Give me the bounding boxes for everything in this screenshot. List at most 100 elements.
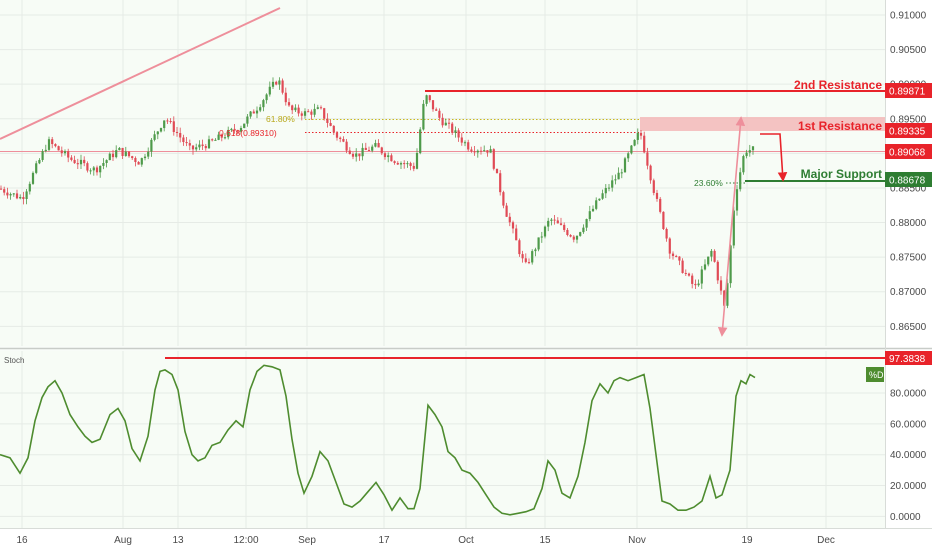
- candle-body: [428, 95, 431, 101]
- candle-body: [44, 149, 47, 152]
- candle-body: [611, 180, 614, 188]
- candle-body: [259, 107, 262, 111]
- candle-body: [499, 173, 502, 193]
- candle-body: [547, 220, 550, 227]
- candle-body: [585, 219, 588, 228]
- resistance-zone[interactable]: [640, 117, 885, 131]
- candle-body: [713, 250, 716, 262]
- stoch-series-badge-bg: [866, 367, 884, 382]
- candle-body: [319, 107, 323, 109]
- candle-body: [57, 146, 60, 151]
- candle-body: [614, 179, 617, 181]
- candle-body: [579, 232, 582, 236]
- candle-body: [572, 236, 575, 240]
- candle-body: [6, 192, 9, 196]
- candle-body: [278, 80, 281, 85]
- candle-body: [83, 159, 86, 164]
- candle-body: [591, 208, 595, 212]
- candle-body: [377, 142, 380, 148]
- candle-body: [182, 137, 185, 143]
- candle-body: [534, 249, 537, 252]
- candle-body: [396, 162, 399, 165]
- candle-body: [73, 159, 76, 164]
- candle-body: [9, 194, 12, 196]
- candle-body: [627, 153, 630, 159]
- candle-body: [511, 222, 515, 229]
- candle-body: [630, 145, 633, 154]
- candle-body: [441, 117, 444, 126]
- candle-body: [51, 139, 54, 145]
- candle-body: [409, 163, 412, 166]
- candle-body: [86, 163, 89, 171]
- candle-body: [339, 137, 342, 139]
- candle-body: [575, 235, 579, 240]
- candle-body: [92, 167, 95, 171]
- candle-body: [569, 234, 572, 237]
- price-tick-label: 0.90500: [890, 45, 927, 56]
- candle-body: [508, 216, 511, 223]
- candle-body: [268, 86, 271, 95]
- candle-body: [12, 193, 15, 195]
- candle-body: [518, 240, 521, 255]
- candle-body: [675, 255, 678, 257]
- candle-body: [361, 147, 364, 157]
- candle-body: [745, 152, 748, 157]
- candle-body: [735, 189, 739, 211]
- candle-body: [431, 100, 435, 110]
- candle-body: [607, 187, 611, 189]
- candle-body: [348, 150, 351, 154]
- candle-body: [31, 172, 35, 184]
- candle-body: [76, 163, 79, 165]
- candle-body: [435, 109, 438, 111]
- candle-body: [332, 125, 335, 133]
- candle-body: [102, 162, 105, 166]
- candle-body: [281, 80, 284, 93]
- candle-body: [659, 198, 662, 212]
- candle-body: [54, 144, 57, 147]
- candle-body: [595, 200, 598, 209]
- candle-body: [307, 111, 310, 113]
- candle-body: [684, 272, 687, 274]
- candle-body: [131, 156, 134, 159]
- candle-body: [406, 163, 409, 165]
- candle-body: [438, 110, 441, 118]
- candle-body: [137, 161, 140, 165]
- candle-body: [185, 142, 188, 144]
- candle-body: [214, 139, 217, 141]
- time-tick-label: 13: [172, 535, 184, 546]
- candle-body: [515, 228, 518, 241]
- fib-618-level-label: 0.618(0.89310): [219, 128, 277, 138]
- stoch-d-line[interactable]: [0, 364, 756, 516]
- candle-body: [505, 205, 508, 217]
- candle-body: [668, 238, 671, 254]
- candle-body: [655, 192, 659, 199]
- candle-body: [412, 165, 415, 169]
- bounce-arrow[interactable]: [717, 116, 746, 337]
- candle-body: [150, 139, 153, 152]
- time-tick-label: Oct: [458, 535, 474, 546]
- candle-body: [473, 151, 476, 153]
- candle-body: [38, 159, 41, 164]
- candle-body: [0, 188, 3, 190]
- candle-body: [553, 219, 556, 221]
- candle-body: [313, 108, 316, 115]
- time-tick-label: 12:00: [233, 535, 258, 546]
- candle-body: [742, 156, 745, 173]
- candle-body: [233, 128, 236, 131]
- candle-body: [19, 197, 22, 199]
- candle-body: [166, 120, 169, 122]
- candle-body: [201, 144, 204, 147]
- candle-body: [588, 211, 591, 220]
- candle-body: [620, 172, 623, 174]
- candle-body: [643, 135, 646, 153]
- candle-body: [220, 134, 223, 138]
- trendline[interactable]: [0, 7, 281, 140]
- candle-body: [556, 220, 559, 224]
- drop-arrow[interactable]: [760, 133, 788, 182]
- time-axis-ticks: 16 Aug 13 12:00 Sep 17 Oct 15 Nov 19 Dec: [16, 535, 834, 546]
- candle-body: [710, 250, 713, 257]
- candle-body: [243, 123, 246, 128]
- candle-body: [639, 132, 643, 136]
- candle-body: [108, 153, 111, 161]
